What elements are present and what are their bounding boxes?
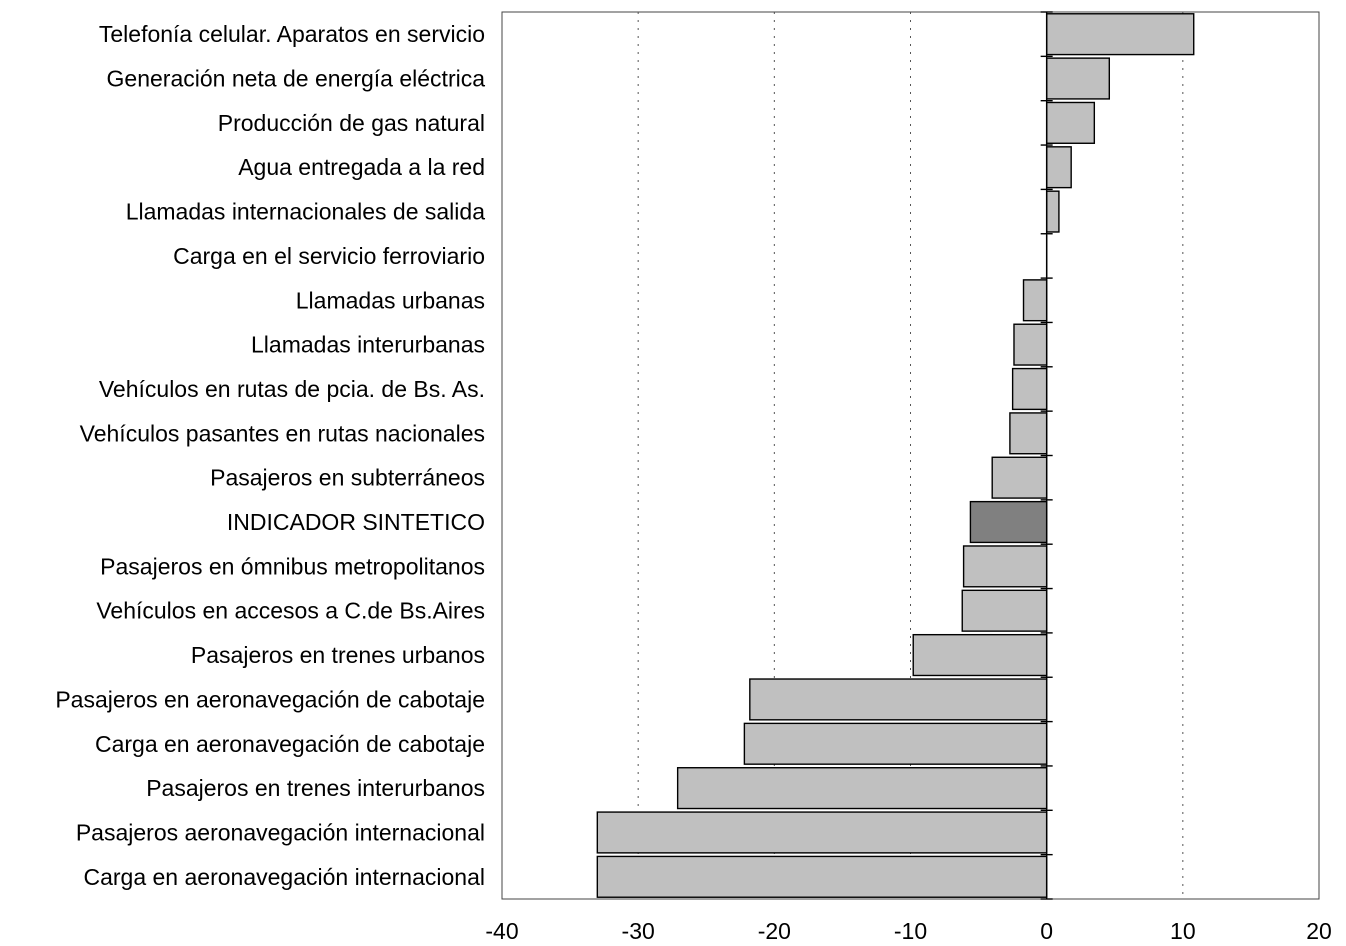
category-label: Pasajeros en ómnibus metropolitanos bbox=[100, 553, 485, 579]
x-tick-label: 10 bbox=[1170, 918, 1196, 944]
zero-axis bbox=[1040, 11, 1053, 900]
bar bbox=[749, 678, 1048, 721]
bar bbox=[1045, 13, 1195, 56]
bar bbox=[962, 545, 1048, 588]
x-tick-label: 20 bbox=[1306, 918, 1332, 944]
category-label: Agua entregada a la red bbox=[238, 154, 485, 180]
bar bbox=[912, 633, 1048, 677]
bar bbox=[961, 589, 1048, 632]
category-labels: Telefonía celular. Aparatos en servicio G… bbox=[55, 21, 485, 890]
bar bbox=[1045, 57, 1111, 100]
category-label: Llamadas internacionales de salida bbox=[126, 199, 485, 225]
category-label: Pasajeros en aeronavegación de cabotaje bbox=[55, 686, 485, 712]
category-label: Carga en aeronavegación internacional bbox=[83, 864, 485, 890]
category-label: Pasajeros en subterráneos bbox=[210, 465, 485, 491]
plot-frame bbox=[501, 11, 1320, 900]
x-tick-label: -10 bbox=[894, 918, 927, 944]
category-label: Vehículos pasantes en rutas nacionales bbox=[80, 420, 485, 446]
bar bbox=[1022, 279, 1048, 322]
bar bbox=[676, 767, 1048, 810]
grid-lines bbox=[637, 12, 1184, 899]
category-label: Vehículos en rutas de pcia. de Bs. As. bbox=[99, 376, 485, 402]
category-label: Llamadas interurbanas bbox=[251, 332, 485, 358]
category-label: Pasajeros en trenes urbanos bbox=[191, 642, 485, 668]
bar bbox=[991, 456, 1048, 499]
x-tick-label: 0 bbox=[1040, 918, 1053, 944]
bar bbox=[1045, 146, 1072, 189]
x-axis-tick-labels: -40 -30 -20 -10 0 10 20 bbox=[485, 918, 1331, 944]
category-label: Vehículos en accesos a C.de Bs.Aires bbox=[96, 598, 485, 624]
x-tick-label: -20 bbox=[758, 918, 791, 944]
bar bbox=[1045, 190, 1060, 233]
bar bbox=[1009, 412, 1048, 455]
category-label: Telefonía celular. Aparatos en servicio bbox=[99, 21, 485, 47]
category-label: INDICADOR SINTETICO bbox=[227, 509, 485, 535]
category-label: Generación neta de energía eléctrica bbox=[107, 66, 486, 92]
bar bbox=[743, 722, 1048, 765]
bar bbox=[596, 811, 1048, 854]
bar bbox=[1011, 367, 1048, 411]
bar bbox=[596, 855, 1048, 898]
category-label: Producción de gas natural bbox=[218, 110, 485, 136]
category-label: Pasajeros en trenes interurbanos bbox=[146, 775, 485, 801]
x-tick-label: -40 bbox=[485, 918, 518, 944]
x-tick-label: -30 bbox=[622, 918, 655, 944]
bar bbox=[1045, 101, 1096, 144]
bars bbox=[596, 13, 1195, 898]
bar bbox=[1013, 323, 1048, 366]
category-label: Llamadas urbanas bbox=[296, 287, 485, 313]
category-label: Carga en aeronavegación de cabotaje bbox=[95, 731, 485, 757]
category-label: Carga en el servicio ferroviario bbox=[173, 243, 485, 269]
bar bbox=[969, 500, 1048, 544]
category-label: Pasajeros aeronavegación internacional bbox=[76, 819, 485, 845]
